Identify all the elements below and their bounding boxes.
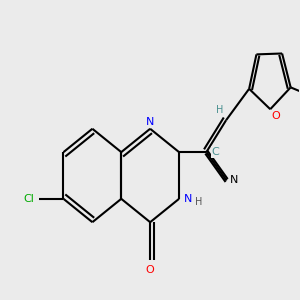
Text: Cl: Cl [24, 194, 35, 204]
Text: C: C [212, 147, 220, 157]
Text: O: O [272, 111, 280, 121]
Text: O: O [146, 265, 154, 275]
Text: N: N [230, 176, 238, 185]
Text: N: N [146, 117, 154, 127]
Text: N: N [184, 194, 192, 204]
Text: H: H [195, 197, 202, 207]
Text: H: H [216, 105, 223, 115]
